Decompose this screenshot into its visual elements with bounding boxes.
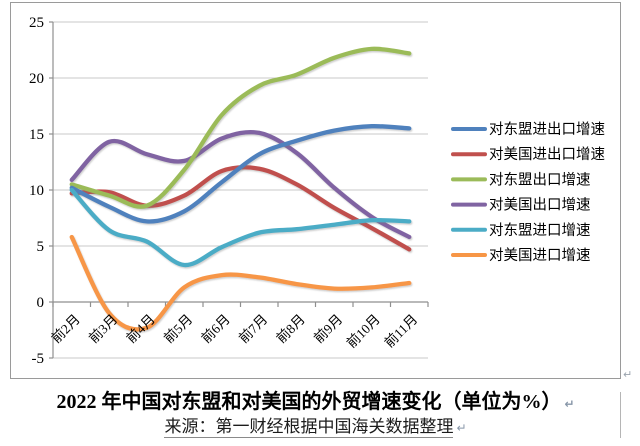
legend-label-asean-total: 对东盟进出口增速 <box>489 121 605 138</box>
x-axis-label: 前5月 <box>160 311 195 346</box>
legend-label-us-export: 对美国出口增速 <box>489 197 591 214</box>
series-line-asean-export <box>69 46 412 209</box>
legend-label-asean-import: 对东盟进口增速 <box>489 222 591 239</box>
legend-label-us-total: 对美国进出口增速 <box>489 146 605 163</box>
x-axis-label: 前10月 <box>343 311 383 351</box>
series-line-asean-total <box>69 124 412 224</box>
y-axis-label: 15 <box>29 127 44 143</box>
legend-label-us-import: 对美国进口增速 <box>489 247 591 264</box>
x-axis-label: 前3月 <box>85 311 120 346</box>
x-axis-label: 前7月 <box>235 311 270 346</box>
series-line-us-export <box>69 129 412 240</box>
y-axis-label: 10 <box>29 183 44 199</box>
chart-title-text: 2022 年中国对东盟和对美国的外贸增速变化（单位为%） <box>56 391 562 413</box>
y-axis-label: 25 <box>29 15 44 31</box>
series-line-us-import <box>69 234 412 332</box>
x-axis-label: 前11月 <box>381 311 421 351</box>
chart-caption-source: 来源：第一财经根据中国海关数据整理 ↵ <box>10 412 621 438</box>
y-axis-label: 0 <box>37 295 45 311</box>
y-axis-label: 20 <box>29 71 44 87</box>
table-cell-border <box>620 392 621 438</box>
paragraph-mark-icon: ↵ <box>623 368 633 381</box>
chart-caption-title: 2022 年中国对东盟和对美国的外贸增速变化（单位为%） ↵ <box>10 385 621 414</box>
series-line-asean-import <box>69 187 412 268</box>
embedded-chart-object[interactable]: -5 0 5 10 15 20 25 前2月 前3月 前4月 前5月 前6月 前7月 前8月 前9月 前10月… <box>10 2 621 379</box>
x-axis-label: 前6月 <box>198 311 233 346</box>
x-axis-label: 前8月 <box>273 311 308 346</box>
paragraph-mark-icon: ↵ <box>564 397 575 411</box>
x-axis-label: 前9月 <box>310 311 345 346</box>
legend-label-asean-export: 对东盟出口增速 <box>489 171 591 188</box>
y-axis-label: 5 <box>37 239 45 255</box>
y-axis-label: -5 <box>32 351 45 367</box>
source-text: 来源：第一财经根据中国海关数据整理 <box>164 417 454 438</box>
paragraph-mark-icon: ↵ <box>456 421 467 435</box>
